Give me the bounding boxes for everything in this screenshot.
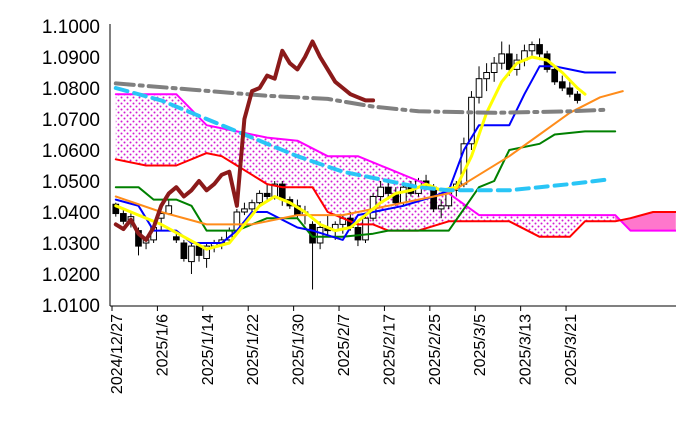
x-tick-label: 2025/1/22 (245, 314, 262, 385)
y-tick-label: 1.0800 (42, 79, 100, 100)
candle-body (558, 81, 566, 89)
series-line (114, 93, 676, 232)
x-tick-label: 2025/2/25 (427, 314, 444, 385)
candle-body (316, 227, 324, 244)
x-tick-label: 2024/12/27 (109, 314, 126, 394)
candle (188, 243, 195, 274)
candle-body (505, 53, 513, 70)
candle (483, 63, 490, 92)
candle-body (112, 203, 120, 215)
candle-body (263, 192, 271, 197)
ichimoku-cloud (115, 94, 676, 237)
series-line (113, 81, 610, 115)
x-tick-label: 2025/1/14 (200, 314, 217, 385)
y-tick-label: 1.0100 (42, 296, 100, 317)
candle-body (120, 213, 127, 222)
series-line (114, 55, 587, 251)
candle (354, 221, 362, 247)
series-line (114, 90, 624, 226)
candle-body (180, 242, 188, 259)
candle (498, 41, 506, 70)
candle-body (566, 87, 574, 95)
x-tick-label: 2025/1/6 (154, 314, 171, 376)
candle (521, 44, 528, 67)
candle-body (188, 245, 195, 263)
y-tick-label: 1.0600 (42, 141, 100, 162)
candle (377, 181, 384, 203)
candle (120, 208, 127, 225)
cloud-tail-area (615, 212, 676, 231)
candle-body (528, 44, 536, 52)
candle-body (536, 44, 543, 55)
y-tick-label: 1.0300 (42, 234, 100, 255)
y-tick-label: 1.0900 (42, 48, 100, 69)
candle (278, 181, 286, 206)
candle-body (256, 192, 263, 204)
candle (574, 91, 581, 104)
candle-body (172, 236, 180, 241)
candle (528, 41, 536, 57)
candle-body (165, 205, 173, 215)
x-tick-label: 2025/3/13 (518, 314, 535, 385)
candle-body (574, 93, 581, 101)
x-axis: 2024/12/27 2025/1/6 2025/1/14 2025/1/22 2025… (109, 306, 580, 394)
candle (180, 239, 188, 262)
candle (256, 190, 263, 206)
candle-body (241, 208, 248, 213)
y-axis: 1.1000 1.0900 1.0800 1.0700 1.0600 1.0500 1.04… (42, 17, 100, 317)
candle (490, 57, 498, 82)
candle (475, 66, 483, 104)
candle (468, 91, 475, 150)
candle (437, 199, 445, 219)
y-tick-label: 1.0500 (42, 172, 100, 193)
y-tick-label: 1.0700 (42, 110, 100, 131)
candle (362, 215, 369, 243)
candle-body (362, 217, 369, 241)
y-tick-label: 1.1000 (42, 17, 100, 38)
candle-body (468, 96, 475, 145)
series-line (113, 39, 376, 242)
candle (263, 184, 271, 200)
x-tick-label: 2025/3/5 (472, 314, 489, 376)
candle (248, 199, 256, 212)
candle-body (498, 53, 506, 64)
candle-body (437, 205, 445, 210)
x-tick-label: 2025/2/17 (381, 314, 398, 385)
plot-area (112, 38, 676, 290)
candle-body (551, 68, 559, 83)
y-tick-label: 1.0400 (42, 203, 100, 224)
candle (566, 81, 574, 98)
cloud-dotted-area (115, 94, 616, 237)
x-tick-label: 2025/3/21 (563, 314, 580, 385)
candle-body (384, 186, 392, 194)
x-tick-label: 2025/2/7 (336, 314, 353, 376)
candle (536, 38, 543, 61)
candle-body (354, 227, 362, 241)
indicator-lines (113, 39, 676, 251)
candle-body (490, 62, 498, 74)
series-line (114, 152, 676, 238)
candle (558, 75, 566, 92)
series-line (113, 86, 610, 193)
candle (241, 202, 248, 216)
candle (551, 66, 559, 85)
candle-body (483, 72, 490, 80)
y-tick-label: 1.0200 (42, 265, 100, 286)
candle-body (248, 202, 256, 210)
candle-body (475, 78, 483, 98)
candle (203, 243, 210, 268)
x-tick-label: 2025/1/30 (291, 314, 308, 385)
candle-body (400, 186, 407, 204)
candle-body (203, 245, 210, 260)
candle-body (377, 186, 384, 197)
